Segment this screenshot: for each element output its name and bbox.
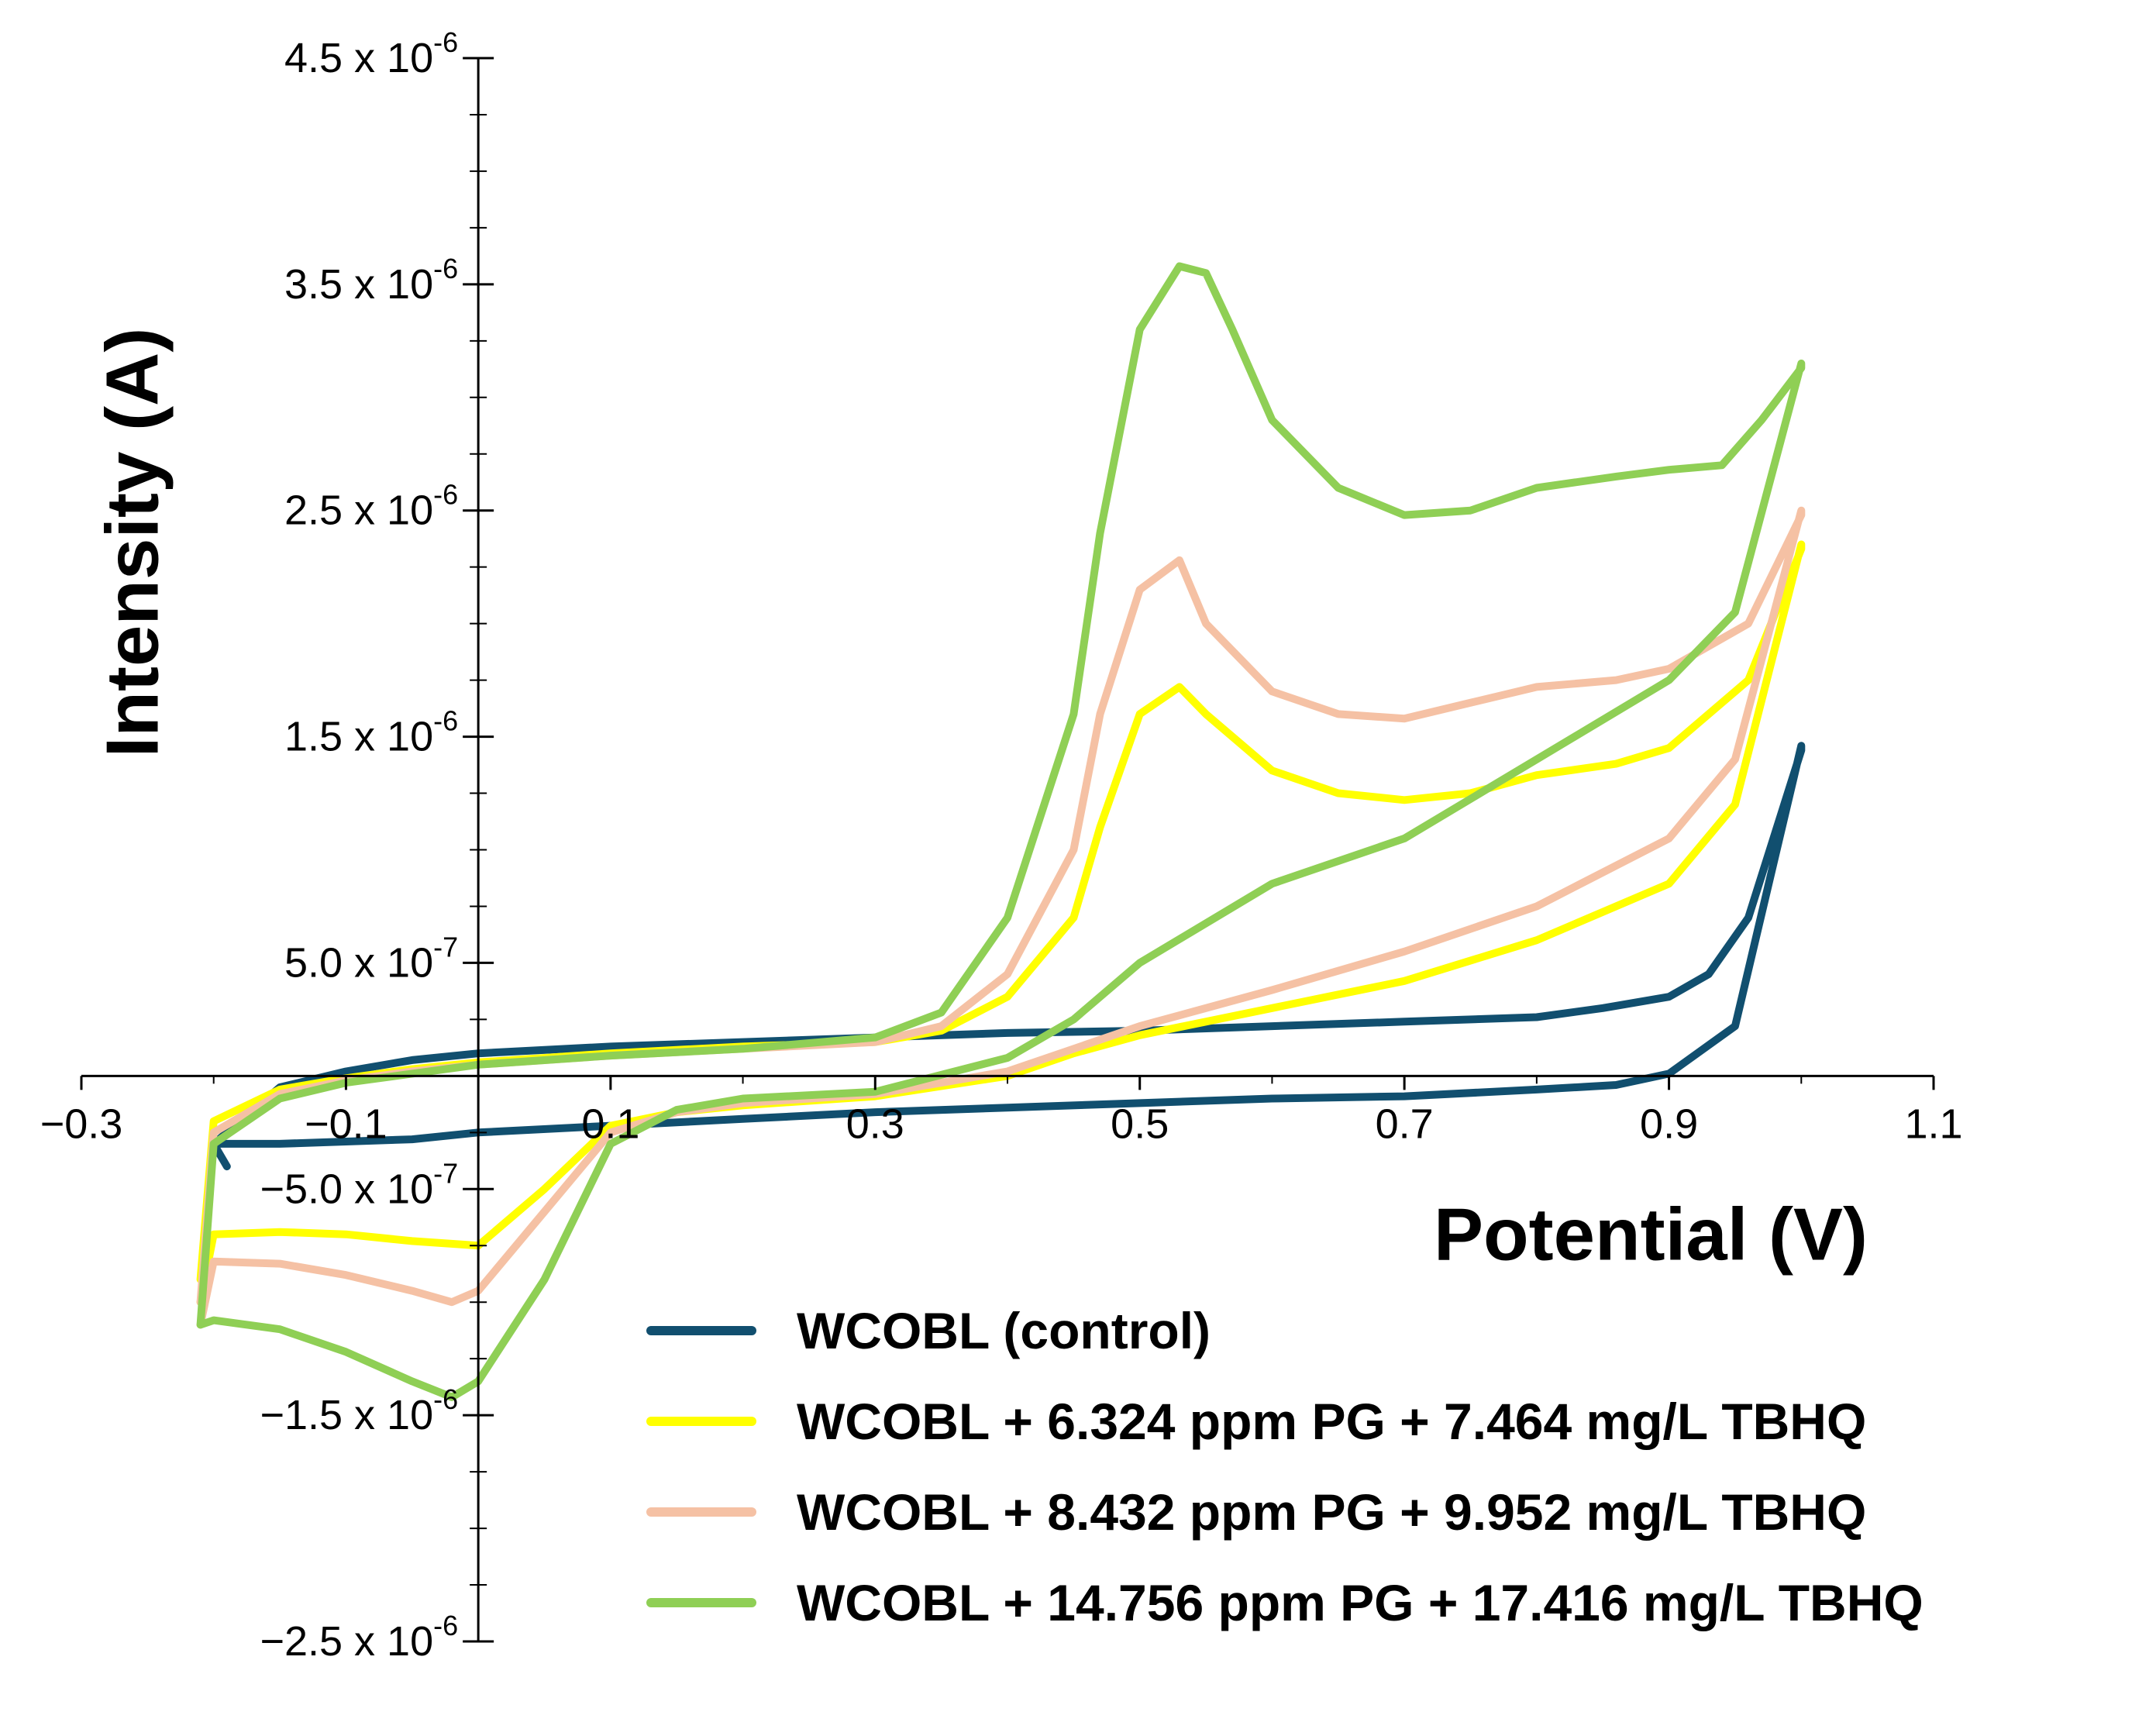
y-tick-exponent: -6: [433, 479, 458, 511]
y-tick-label: −5.0 x 10-7: [260, 1157, 458, 1212]
curves-layer: [196, 262, 1806, 1401]
series-line-1: [209, 742, 1806, 1171]
y-tick-base: x 10: [354, 1166, 433, 1212]
axes-layer: [80, 57, 1935, 1643]
y-tick-label: −1.5 x 10-6: [260, 1383, 458, 1438]
y-tick-mantissa: −2.5: [260, 1618, 354, 1665]
y-tick-labels: 4.5 x 10-63.5 x 10-62.5 x 10-61.5 x 10-6…: [260, 26, 458, 1665]
legend-label-1: WCOBL (control): [797, 1302, 1211, 1359]
y-tick-base: x 10: [354, 1618, 433, 1665]
y-tick-label: 4.5 x 10-6: [284, 26, 458, 81]
y-tick-mantissa: 5.0: [284, 939, 354, 986]
y-tick-label: 3.5 x 10-6: [284, 253, 458, 308]
legend-label-3: WCOBL + 8.432 ppm PG + 9.952 mg/L TBHQ: [797, 1483, 1866, 1541]
y-tick-mantissa: 1.5: [284, 714, 354, 760]
y-tick-exponent: -6: [433, 26, 458, 58]
y-tick-mantissa: 2.5: [284, 487, 354, 534]
x-tick-label: 0.3: [846, 1100, 904, 1147]
series-line-4: [196, 262, 1806, 1401]
y-tick-label: 1.5 x 10-6: [284, 705, 458, 760]
y-tick-mantissa: −5.0: [260, 1166, 354, 1212]
y-tick-exponent: -6: [433, 1383, 458, 1415]
x-tick-label: −0.1: [305, 1100, 387, 1147]
legend-label-4: WCOBL + 14.756 ppm PG + 17.416 mg/L TBHQ: [797, 1574, 1924, 1631]
x-tick-labels: −0.3 −0.1 0.1 0.3 0.5 0.7 0.9 1.1: [40, 1100, 1963, 1147]
y-tick-base: x 10: [354, 714, 433, 760]
x-axis-title: Potential (V): [1434, 1193, 1868, 1276]
x-tick-label: 0.5: [1111, 1100, 1169, 1147]
y-tick-base: x 10: [354, 35, 433, 81]
y-tick-mantissa: 3.5: [284, 261, 354, 308]
y-tick-mantissa: −1.5: [260, 1392, 354, 1438]
x-tick-label: 0.1: [581, 1100, 639, 1147]
y-tick-exponent: -6: [433, 705, 458, 737]
y-tick-mantissa: 4.5: [284, 35, 354, 81]
y-tick-base: x 10: [354, 939, 433, 986]
y-axis-title: Intensity (A): [91, 328, 174, 758]
y-tick-exponent: -7: [433, 1157, 458, 1189]
y-tick-exponent: -7: [433, 931, 458, 963]
legend: WCOBL (control) WCOBL + 6.324 ppm PG + 7.…: [646, 1302, 1924, 1631]
x-tick-label: 0.9: [1640, 1100, 1698, 1147]
legend-label-2: WCOBL + 6.324 ppm PG + 7.464 mg/L TBHQ: [797, 1393, 1866, 1450]
x-tick-label: 0.7: [1376, 1100, 1434, 1147]
y-tick-base: x 10: [354, 261, 433, 308]
x-tick-label: −0.3: [40, 1100, 123, 1147]
y-tick-label: 5.0 x 10-7: [284, 931, 458, 986]
y-tick-base: x 10: [354, 487, 433, 534]
x-tick-label: 1.1: [1904, 1100, 1962, 1147]
y-tick-exponent: -6: [433, 253, 458, 284]
y-tick-label: −2.5 x 10-6: [260, 1610, 458, 1665]
y-tick-exponent: -6: [433, 1610, 458, 1641]
y-tick-label: 2.5 x 10-6: [284, 479, 458, 534]
y-tick-base: x 10: [354, 1392, 433, 1438]
